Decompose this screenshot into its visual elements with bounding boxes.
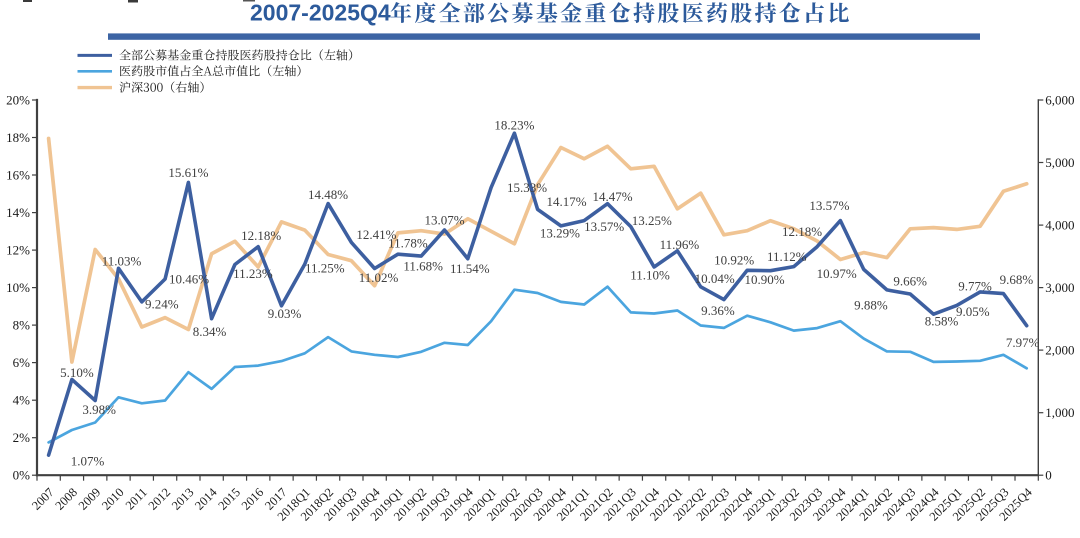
svg-text:13.57%: 13.57% [584, 219, 624, 234]
svg-text:9.88%: 9.88% [854, 297, 888, 312]
svg-text:15.61%: 15.61% [168, 165, 208, 180]
svg-text:6%: 6% [13, 355, 31, 370]
svg-text:11.03%: 11.03% [102, 254, 142, 269]
svg-text:9.36%: 9.36% [701, 303, 735, 318]
svg-text:18%: 18% [6, 130, 30, 145]
svg-text:9.03%: 9.03% [268, 306, 302, 321]
svg-text:8.58%: 8.58% [925, 314, 959, 329]
svg-text:10.92%: 10.92% [714, 253, 754, 268]
svg-text:10.97%: 10.97% [817, 266, 857, 281]
svg-text:20%: 20% [6, 92, 30, 107]
svg-text:11.10%: 11.10% [630, 267, 670, 282]
svg-text:12.41%: 12.41% [356, 227, 396, 242]
svg-text:12.18%: 12.18% [241, 228, 281, 243]
svg-text:5.10%: 5.10% [60, 365, 94, 380]
svg-text:2%: 2% [13, 430, 31, 445]
svg-text:13.07%: 13.07% [424, 212, 464, 227]
svg-text:1,000: 1,000 [1045, 405, 1074, 420]
svg-text:1.07%: 1.07% [71, 454, 105, 469]
svg-text:14.17%: 14.17% [547, 194, 587, 209]
svg-text:7.97%: 7.97% [1006, 335, 1040, 350]
svg-text:13.57%: 13.57% [809, 198, 849, 213]
svg-text:9.77%: 9.77% [958, 278, 992, 293]
svg-text:12%: 12% [6, 242, 30, 257]
svg-text:11.02%: 11.02% [359, 270, 399, 285]
svg-text:12.18%: 12.18% [782, 224, 822, 239]
svg-text:15.33%: 15.33% [507, 180, 547, 195]
svg-text:9.68%: 9.68% [1000, 272, 1034, 287]
svg-text:3.98%: 3.98% [82, 402, 116, 417]
svg-text:8%: 8% [13, 317, 31, 332]
svg-text:9.24%: 9.24% [145, 296, 179, 311]
svg-text:16%: 16% [6, 167, 30, 182]
svg-text:6,000: 6,000 [1045, 92, 1074, 107]
svg-text:13.25%: 13.25% [632, 213, 672, 228]
svg-text:0: 0 [1045, 468, 1052, 483]
svg-text:11.54%: 11.54% [450, 261, 490, 276]
svg-text:10.46%: 10.46% [169, 271, 209, 286]
svg-text:10.04%: 10.04% [695, 271, 735, 286]
svg-text:11.78%: 11.78% [388, 236, 428, 251]
svg-text:10%: 10% [6, 280, 30, 295]
svg-text:11.68%: 11.68% [403, 259, 443, 274]
svg-text:3,000: 3,000 [1045, 280, 1074, 295]
svg-text:4%: 4% [13, 393, 31, 408]
svg-text:0%: 0% [13, 468, 31, 483]
svg-text:13.29%: 13.29% [540, 225, 580, 240]
svg-text:9.66%: 9.66% [893, 273, 927, 288]
svg-text:11.12%: 11.12% [767, 249, 807, 264]
svg-text:14.48%: 14.48% [308, 187, 348, 202]
svg-text:10.90%: 10.90% [744, 272, 784, 287]
svg-text:18.23%: 18.23% [494, 118, 534, 133]
svg-text:14.47%: 14.47% [592, 189, 632, 204]
svg-text:14%: 14% [6, 205, 30, 220]
svg-text:11.96%: 11.96% [660, 237, 700, 252]
svg-text:9.05%: 9.05% [956, 304, 990, 319]
svg-text:5,000: 5,000 [1045, 155, 1074, 170]
svg-text:4,000: 4,000 [1045, 217, 1074, 232]
svg-text:2,000: 2,000 [1045, 342, 1074, 357]
svg-text:2007-2025Q4: 2007-2025Q4 [250, 0, 391, 26]
svg-text:11.23%: 11.23% [233, 266, 273, 281]
svg-text:8.34%: 8.34% [193, 324, 227, 339]
svg-text:11.25%: 11.25% [305, 261, 345, 276]
